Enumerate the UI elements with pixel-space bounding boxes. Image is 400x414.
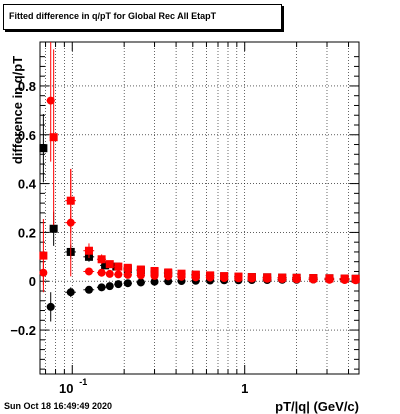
data-point-square-2 bbox=[114, 262, 123, 271]
data-point-circle-3 bbox=[309, 275, 318, 284]
x-tick-label: 1 bbox=[241, 381, 248, 396]
data-point-circle-3 bbox=[177, 272, 186, 281]
x-tick-label: 10 bbox=[59, 381, 73, 396]
data-point-circle-1 bbox=[97, 283, 106, 292]
data-point-circle-3 bbox=[114, 270, 123, 279]
data-point-square-2 bbox=[123, 263, 132, 272]
y-tick-label: −0.2 bbox=[10, 323, 36, 338]
data-point-circle-3 bbox=[191, 273, 200, 282]
data-point-square-2 bbox=[39, 251, 48, 260]
data-point-circle-1 bbox=[66, 288, 75, 297]
data-point-square-2 bbox=[49, 133, 58, 142]
data-point-circle-3 bbox=[206, 273, 215, 282]
data-point-circle-3 bbox=[123, 270, 132, 279]
ticks-layer: −0.2 0 0.2 0.4 0.6 0.8 10 -1 1 bbox=[10, 42, 359, 396]
data-point-circle-3 bbox=[164, 272, 173, 281]
x-axis-label: pT/|q| (GeV/c) bbox=[275, 399, 359, 414]
grid-layer bbox=[40, 42, 359, 374]
y-tick-label: 0.2 bbox=[18, 225, 36, 240]
data-point-circle-3 bbox=[351, 276, 360, 285]
data-point-circle-3 bbox=[46, 96, 55, 105]
data-point-circle-1 bbox=[46, 302, 55, 311]
data-point-circle-1 bbox=[150, 277, 159, 286]
data-point-circle-3 bbox=[84, 267, 93, 276]
data-point-circle-1 bbox=[136, 278, 145, 287]
plot-frame bbox=[39, 41, 360, 375]
data-point-circle-3 bbox=[263, 274, 272, 283]
data-point-circle-3 bbox=[234, 274, 243, 283]
data-point-square-2 bbox=[105, 260, 114, 269]
data-point-circle-1 bbox=[114, 280, 123, 289]
data-point-square-2 bbox=[97, 255, 106, 264]
data-point-circle-3 bbox=[39, 268, 48, 277]
data-point-square-0 bbox=[101, 261, 110, 270]
data-point-circle-3 bbox=[66, 218, 75, 227]
data-layer bbox=[39, 42, 360, 322]
data-point-circle-1 bbox=[105, 282, 114, 291]
data-point-circle-3 bbox=[150, 271, 159, 280]
data-point-circle-3 bbox=[136, 271, 145, 280]
data-point-circle-3 bbox=[325, 275, 334, 284]
data-point-circle-3 bbox=[340, 276, 349, 285]
y-tick-label: 0.8 bbox=[18, 79, 36, 94]
y-axis-label: difference in q/pT bbox=[10, 56, 25, 164]
data-point-circle-3 bbox=[292, 275, 301, 284]
data-point-circle-3 bbox=[97, 268, 106, 277]
data-point-circle-3 bbox=[105, 269, 114, 278]
title-box: Fitted difference in q/pT for Global Rec… bbox=[3, 4, 282, 30]
data-point-square-2 bbox=[150, 266, 159, 275]
chart-title: Fitted difference in q/pT for Global Rec… bbox=[9, 11, 217, 21]
y-tick-label: 0 bbox=[29, 274, 36, 289]
data-point-circle-1 bbox=[123, 279, 132, 288]
data-point-circle-3 bbox=[278, 275, 287, 284]
data-point-circle-3 bbox=[220, 274, 229, 283]
y-tick-label: 0.4 bbox=[18, 177, 37, 192]
datestamp: Sun Oct 18 16:49:49 2020 bbox=[4, 401, 113, 411]
x-tick-label-exponent: -1 bbox=[79, 377, 87, 387]
y-tick-label: 0.6 bbox=[18, 128, 36, 143]
data-point-circle-3 bbox=[247, 274, 256, 283]
data-point-circle-1 bbox=[84, 285, 93, 294]
data-point-square-0 bbox=[49, 224, 58, 233]
data-point-square-2 bbox=[84, 246, 93, 255]
data-point-square-0 bbox=[39, 144, 48, 153]
data-point-square-2 bbox=[136, 265, 145, 274]
